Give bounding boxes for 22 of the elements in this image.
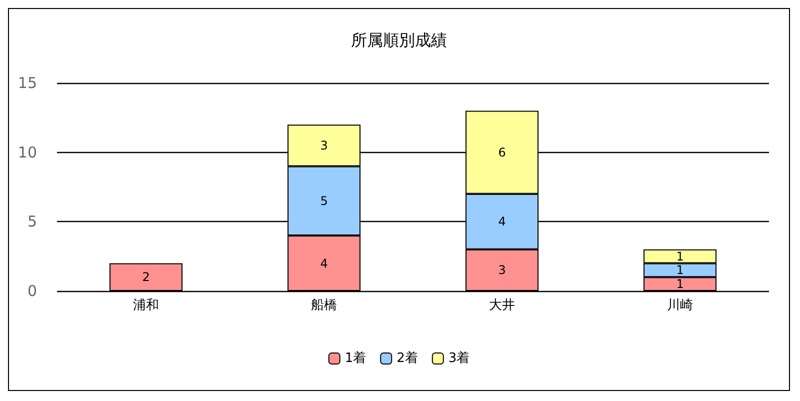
y-tick-label: 5 (27, 212, 37, 231)
data-label: 3 (320, 138, 328, 152)
x-tick-label: 浦和 (133, 298, 159, 313)
data-label: 1 (676, 263, 684, 278)
data-label: 1 (676, 249, 684, 264)
data-label: 3 (498, 263, 506, 278)
x-tick-label: 川崎 (667, 298, 693, 313)
data-label: 4 (320, 256, 328, 270)
data-label: 6 (498, 145, 506, 160)
x-tick-label: 大井 (489, 298, 515, 313)
y-tick-label: 15 (18, 74, 37, 92)
legend-label: 2着 (396, 350, 418, 366)
data-label: 4 (498, 214, 506, 229)
data-label: 1 (676, 277, 684, 292)
data-label: 2 (142, 270, 150, 284)
chart-title: 所属順別成績 (351, 30, 447, 50)
y-tick-label: 0 (27, 282, 37, 300)
legend-label: 3着 (448, 350, 470, 366)
x-tick-label: 船橋 (311, 298, 337, 313)
y-tick-label: 10 (18, 143, 37, 162)
legend-label: 1着 (344, 350, 366, 366)
data-label: 5 (320, 194, 328, 208)
